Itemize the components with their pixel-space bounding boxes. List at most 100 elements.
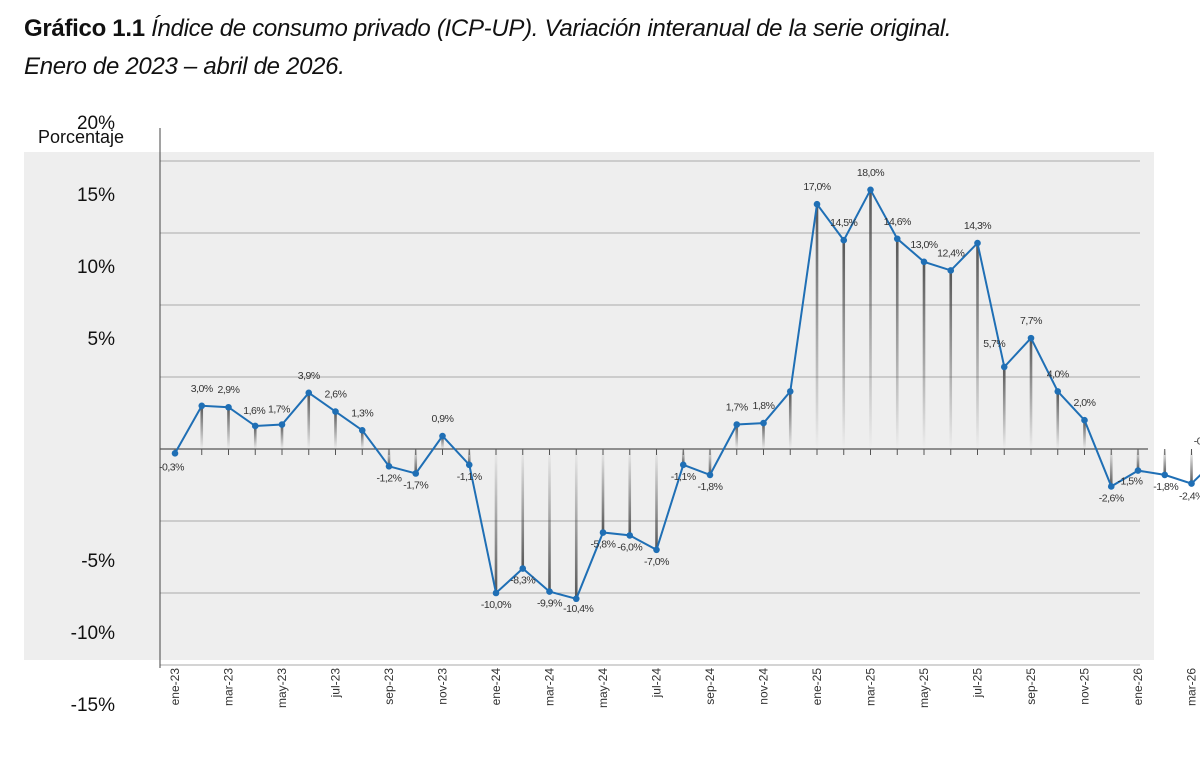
x-tick-label: may-25 <box>917 668 931 708</box>
drop-line <box>735 424 739 449</box>
data-label: 18,0% <box>857 167 884 179</box>
data-label: 14,5% <box>830 217 857 229</box>
data-label: -5,8% <box>591 539 616 551</box>
drop-line <box>1190 449 1193 484</box>
chart-title-text: Índice de consumo privado (ICP-UP). Vari… <box>151 15 952 42</box>
data-point <box>1000 363 1008 371</box>
drop-line <box>869 189 872 450</box>
drop-line <box>467 449 471 465</box>
data-label: 1,8% <box>753 400 775 412</box>
drop-line <box>708 449 712 475</box>
data-point <box>786 388 794 395</box>
data-point <box>251 422 259 430</box>
x-tick-label: jul-23 <box>329 668 343 699</box>
drop-line <box>548 449 551 592</box>
data-point <box>840 236 848 244</box>
data-label: -1,2% <box>377 472 402 484</box>
data-point <box>519 565 527 572</box>
drop-line <box>1056 391 1060 449</box>
drop-line <box>494 449 498 593</box>
drop-line <box>976 243 979 449</box>
data-label: 14,6% <box>884 216 911 228</box>
x-tick-label: mar-23 <box>222 668 236 706</box>
data-point <box>626 532 634 539</box>
drop-line <box>227 407 230 449</box>
data-label: 5,7% <box>983 338 1005 350</box>
data-label: 13,0% <box>910 239 937 251</box>
data-point <box>1027 334 1035 342</box>
data-point <box>332 408 339 415</box>
drop-line <box>1109 449 1113 487</box>
x-tick-label: ene-25 <box>810 668 824 706</box>
x-tick-label: nov-24 <box>757 668 771 705</box>
data-point <box>706 471 714 479</box>
data-points <box>171 186 1195 603</box>
drop-line <box>307 392 311 449</box>
drop-line <box>628 449 632 536</box>
data-label: 4,0% <box>1047 368 1069 380</box>
data-point <box>305 389 313 397</box>
data-label: 1,3% <box>351 407 373 419</box>
x-tick-label: jul-25 <box>971 668 985 699</box>
x-tick-label: nov-25 <box>1078 668 1092 705</box>
data-point <box>920 258 928 266</box>
data-label: -1,8% <box>698 481 723 493</box>
data-label: 2,6% <box>325 389 347 401</box>
chart-title-label: Gráfico 1.1 <box>24 15 145 42</box>
data-point <box>733 421 741 428</box>
data-label: 0,9% <box>432 413 454 425</box>
data-label: -1,1% <box>671 471 696 483</box>
y-tick-label: -15% <box>71 695 115 716</box>
data-label: -0,3% <box>159 461 184 473</box>
data-point <box>1134 467 1142 474</box>
data-point <box>439 432 446 440</box>
data-label: -9,9% <box>537 598 562 610</box>
drop-line <box>922 261 926 449</box>
data-label: -10,0% <box>481 599 511 611</box>
data-label: 2,0% <box>1074 397 1096 409</box>
data-label: -10,4% <box>563 603 593 615</box>
x-tick-label: ene-26 <box>1131 668 1145 706</box>
data-point <box>572 595 580 603</box>
x-tick-label: may-24 <box>596 668 610 708</box>
data-label: 3,9% <box>298 370 320 382</box>
data-point <box>225 403 232 411</box>
series-line <box>174 187 1200 600</box>
data-label: 14,3% <box>964 220 991 232</box>
data-point <box>1107 483 1115 490</box>
drop-line <box>1002 366 1006 449</box>
drop-lines <box>173 189 1193 599</box>
data-point <box>760 419 767 427</box>
data-label: 12,4% <box>937 247 964 259</box>
data-label: 1,6% <box>243 405 265 417</box>
data-label: 1,7% <box>268 404 290 416</box>
data-point <box>867 186 874 194</box>
x-tick-label: mar-25 <box>864 668 878 706</box>
drop-line <box>280 424 284 449</box>
y-tick-label: -5% <box>81 551 115 572</box>
data-point <box>1054 388 1062 395</box>
y-tick-label: 20% <box>77 113 115 134</box>
data-point <box>546 588 553 595</box>
y-tick-label: -10% <box>71 623 115 644</box>
drop-line <box>681 449 685 465</box>
data-point <box>653 546 660 554</box>
chart-title: Gráfico 1.1 Índice de consumo privado (I… <box>24 10 1174 86</box>
data-label: 2,9% <box>218 384 240 396</box>
data-point <box>358 426 366 434</box>
drop-line <box>788 391 792 449</box>
data-point <box>893 235 901 243</box>
data-point <box>278 421 286 428</box>
drop-line <box>441 436 444 449</box>
data-point <box>679 461 687 469</box>
data-label: -1,8% <box>1153 481 1178 493</box>
drop-line <box>521 449 525 569</box>
drop-line <box>949 270 953 449</box>
data-point <box>1081 416 1088 424</box>
data-label: 3,0% <box>191 383 213 395</box>
chart-title-period: Enero de 2023 – abril de 2026. <box>24 53 345 80</box>
data-point <box>947 267 955 274</box>
y-tick-label: 15% <box>77 185 115 206</box>
drop-line <box>334 411 337 449</box>
